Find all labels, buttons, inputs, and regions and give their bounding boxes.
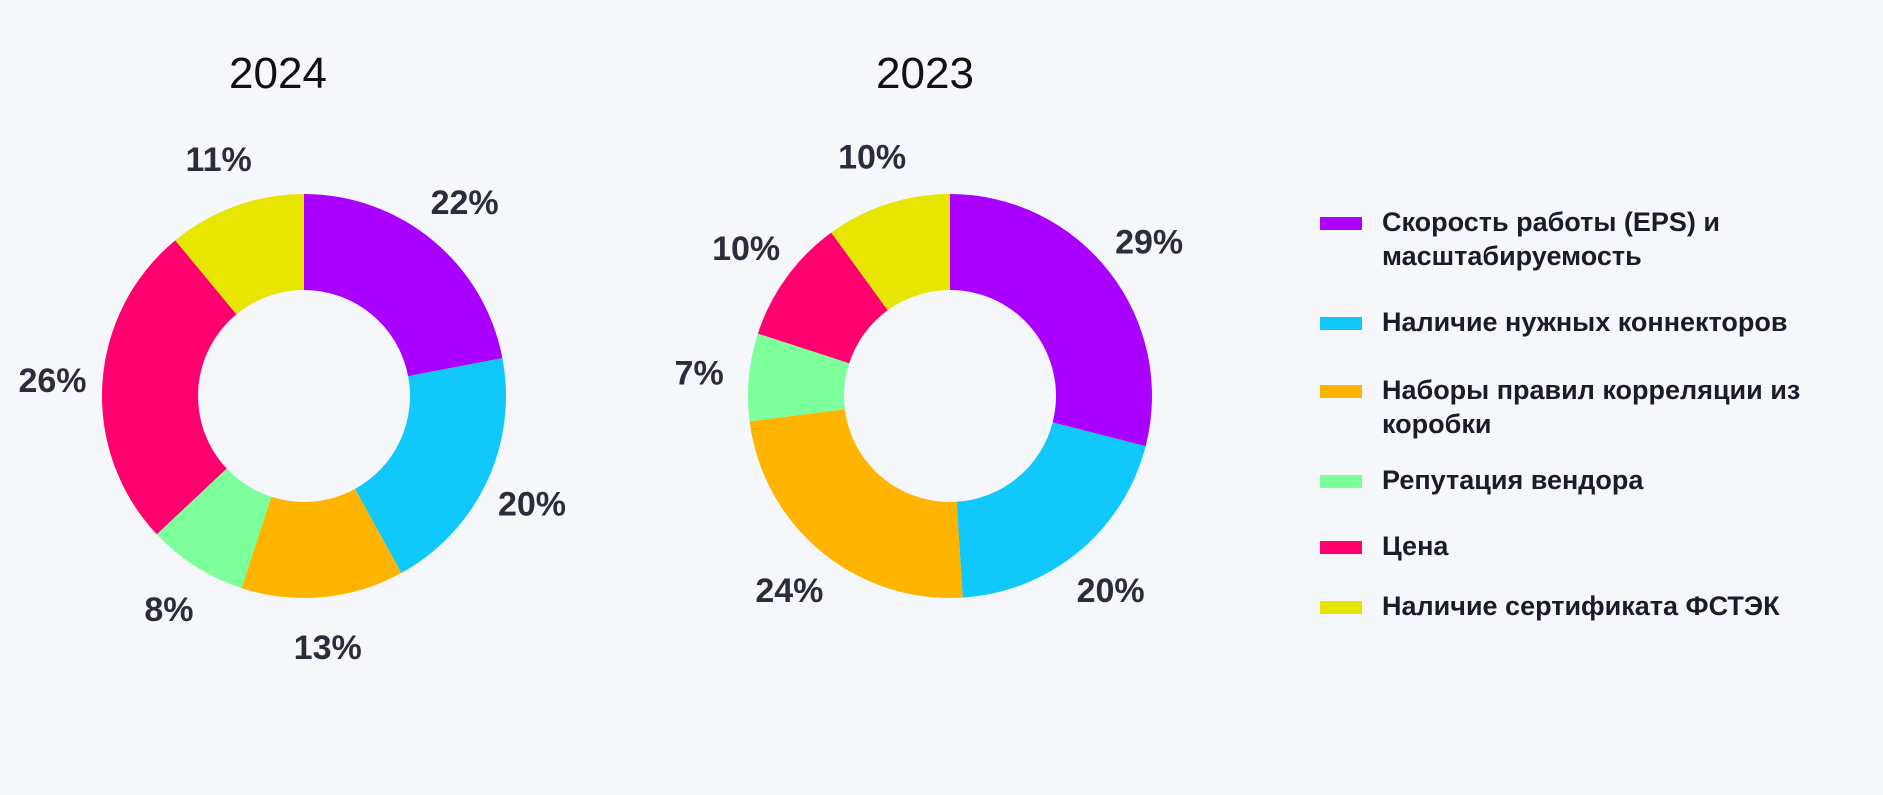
slice-2024-connectors [355, 358, 506, 574]
data-label-2023-rules: 24% [755, 572, 823, 610]
data-label-2023-reputation: 7% [675, 354, 724, 392]
legend-swatch-speed [1320, 217, 1362, 230]
legend-label-connectors: Наличие нужных коннекторов [1382, 307, 1788, 337]
legend-item: Скорость работы (EPS) и масштабируемость [1320, 205, 1862, 273]
data-label-2023-connectors: 20% [1077, 572, 1145, 610]
legend-swatch-connectors [1320, 317, 1362, 330]
data-label-2023-price: 10% [712, 230, 780, 268]
donut-chart-2023: 29% 20% 24% 7% 10% 10% [675, 138, 1184, 610]
legend-swatch-rules [1320, 385, 1362, 398]
slice-2023-price [757, 232, 888, 364]
legend-item: Наличие сертификата ФСТЭК [1320, 589, 1862, 623]
slice-2024-certificate [175, 194, 304, 315]
slice-2023-certificate [831, 194, 950, 311]
data-label-2024-certificate: 11% [186, 141, 252, 179]
donut-chart-2024: 22% 20% 13% 8% 26% 11% [18, 141, 566, 667]
data-label-2024-speed: 22% [431, 184, 499, 222]
slice-2023-rules [749, 409, 963, 598]
data-label-2023-speed: 29% [1115, 224, 1183, 262]
legend-label-certificate: Наличие сертификата ФСТЭК [1382, 591, 1780, 621]
data-label-2023-certificate: 10% [838, 138, 906, 176]
data-label-2024-price: 26% [18, 362, 86, 400]
slice-2024-speed [304, 194, 503, 377]
chart-title-2024: 2024 [229, 49, 327, 98]
chart-title-2023: 2023 [876, 49, 974, 98]
data-label-2024-connectors: 20% [498, 485, 566, 523]
legend-label-reputation: Репутация вендора [1382, 465, 1644, 495]
slice-2023-reputation [748, 333, 850, 422]
legend-swatch-price [1320, 541, 1362, 554]
slice-2023-speed [950, 194, 1153, 447]
data-label-2024-rules: 13% [294, 629, 362, 667]
slice-2023-connectors [956, 422, 1146, 598]
legend-item: Цена [1320, 529, 1862, 563]
legend-swatch-reputation [1320, 475, 1362, 488]
legend-label-rules: Наборы правил корреляции из коробки [1382, 375, 1801, 439]
legend-swatch-certificate [1320, 601, 1362, 614]
slice-2024-price [102, 240, 237, 535]
legend-label-speed: Скорость работы (EPS) и масштабируемость [1382, 207, 1721, 271]
slice-2024-reputation [156, 468, 272, 589]
legend-item: Репутация вендора [1320, 463, 1862, 497]
legend-item: Наборы правил корреляции из коробки [1320, 373, 1862, 441]
legend-label-price: Цена [1382, 531, 1449, 561]
legend-item: Наличие нужных коннекторов [1320, 305, 1862, 339]
data-label-2024-reputation: 8% [144, 591, 193, 629]
slice-2024-rules [241, 488, 402, 599]
